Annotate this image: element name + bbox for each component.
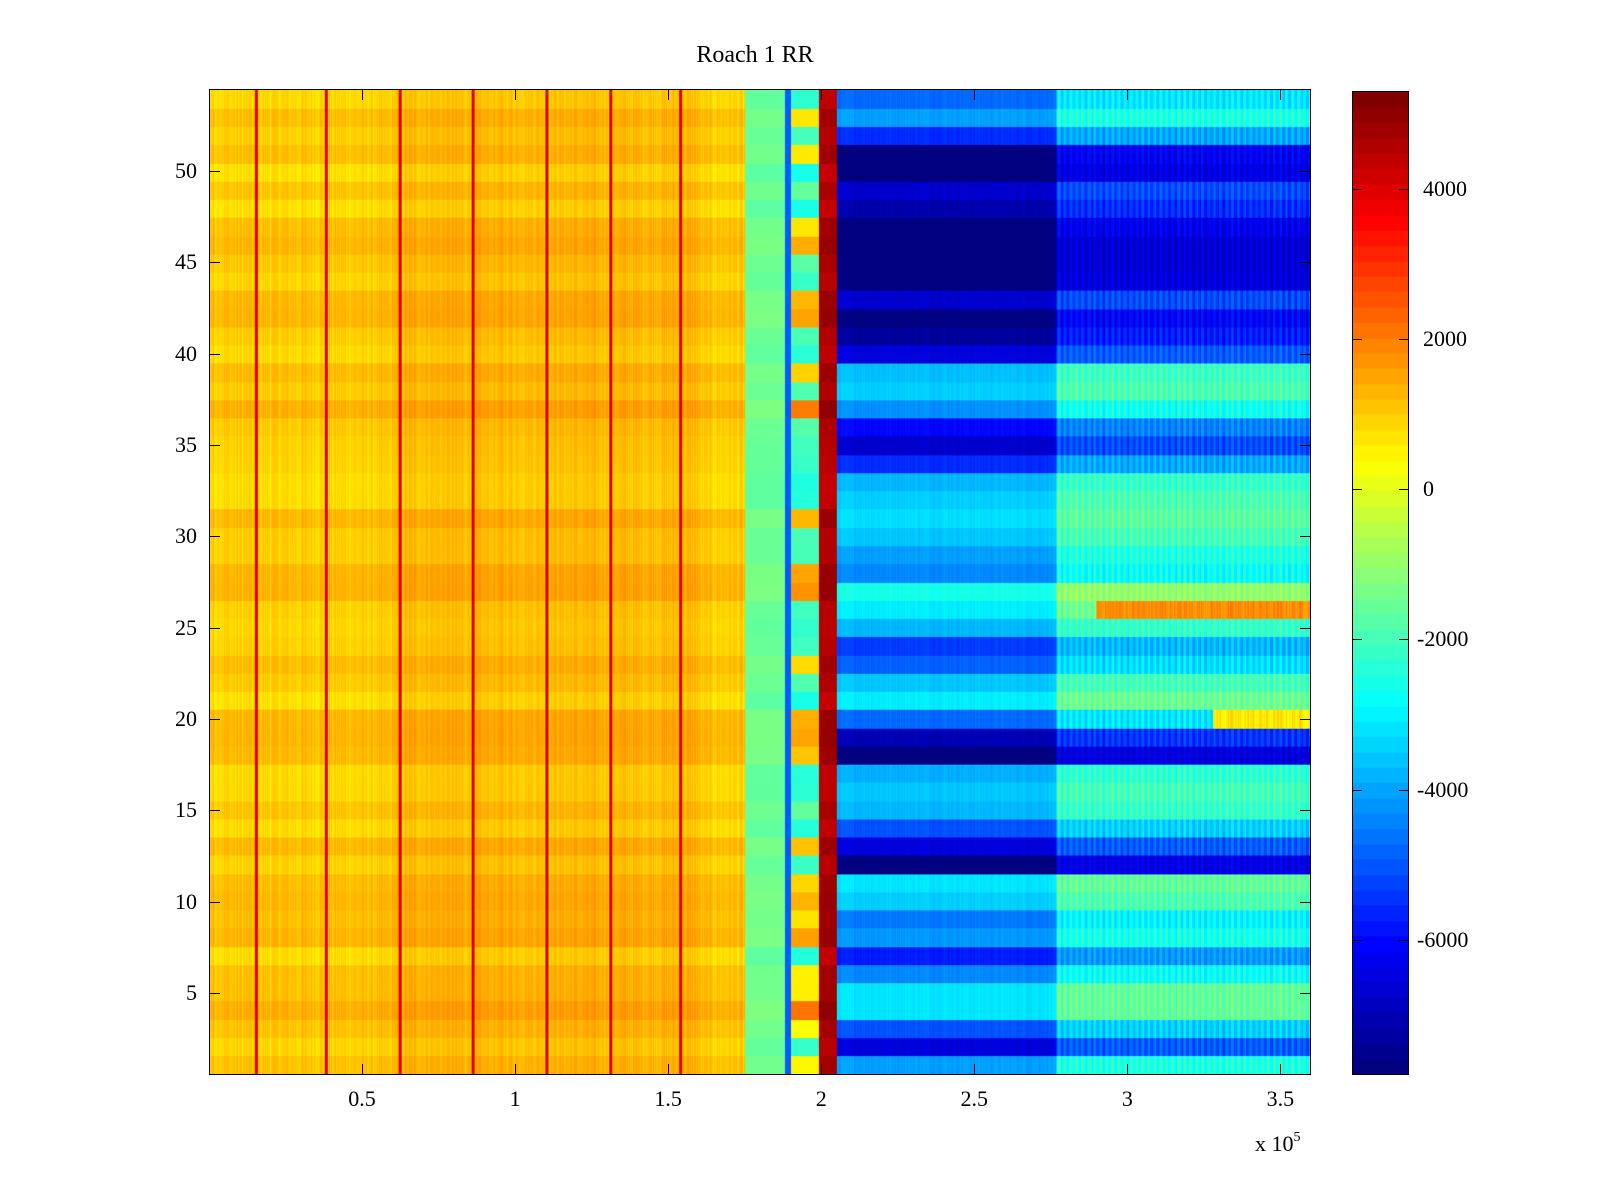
colorbar-tick-mark-left [1352,489,1362,491]
y-tick-label: 40 [175,340,197,366]
y-tick-label: 10 [175,888,197,914]
colorbar-tick-mark [1399,489,1409,491]
y-tick-label: 20 [175,705,197,731]
colorbar-tick-mark-left [1352,639,1362,641]
y-tick-mark-right [1300,353,1311,355]
colorbar-tick-mark-left [1352,188,1362,190]
colorbar-tick-label: -2000 [1417,626,1469,652]
y-tick-mark [209,810,220,812]
x-tick-label: 3 [1121,1086,1133,1111]
colorbar-tick-mark-left [1352,939,1362,941]
colorbar-tick-mark [1399,789,1409,791]
x-tick-label: 3.5 [1266,1086,1295,1111]
colorbar-tick-label: 4000 [1423,175,1467,201]
x-tick-mark-top [515,89,517,100]
x-tick-mark-top [974,89,976,100]
y-tick-mark [209,262,220,264]
x-tick-mark-top [362,89,364,100]
y-tick-mark-right [1300,718,1311,720]
x-tick-label: 2 [815,1086,827,1111]
colorbar-tick-mark [1399,338,1409,340]
y-tick-mark-right [1300,536,1311,538]
colorbar-tick-label: 2000 [1423,325,1467,351]
x-tick-mark-top [668,89,670,100]
x-axis-multiplier: x 105 [1255,1130,1301,1157]
colorbar-tick-mark [1399,639,1409,641]
colorbar-tick-mark-left [1352,789,1362,791]
y-tick-mark-right [1300,810,1311,812]
y-tick-mark [209,445,220,447]
y-tick-mark [209,901,220,903]
x-tick-mark [1127,1064,1129,1075]
x-tick-mark-top [1280,89,1282,100]
x-tick-mark [974,1064,976,1075]
y-tick-mark-right [1300,627,1311,629]
y-tick-mark-right [1300,901,1311,903]
y-tick-label: 50 [175,158,197,184]
y-tick-mark-right [1300,171,1311,173]
x-multiplier-exponent: 5 [1293,1130,1301,1145]
y-tick-mark [209,171,220,173]
y-tick-mark [209,353,220,355]
colorbar [1352,91,1409,1075]
x-tick-label: 2.5 [960,1086,989,1111]
y-tick-label: 45 [175,249,197,275]
x-tick-mark-top [1127,89,1129,100]
colorbar-tick-label: -4000 [1417,776,1469,802]
y-tick-label: 35 [175,432,197,458]
x-multiplier-base: x 10 [1255,1131,1294,1156]
y-tick-mark [209,627,220,629]
colorbar-tick-mark [1399,939,1409,941]
x-tick-mark [821,1064,823,1075]
colorbar-gradient [1353,92,1408,1074]
heatmap-image [210,90,1310,1074]
colorbar-tick-label: 0 [1423,476,1434,502]
x-tick-label: 1.5 [654,1086,682,1111]
x-tick-label: 0.5 [348,1086,376,1111]
y-tick-mark [209,992,220,994]
y-tick-mark-right [1300,992,1311,994]
y-tick-label: 15 [175,797,197,823]
colorbar-tick-mark-left [1352,338,1362,340]
x-tick-mark [362,1064,364,1075]
colorbar-tick-mark [1399,188,1409,190]
y-tick-mark [209,718,220,720]
y-tick-label: 5 [186,979,197,1005]
y-tick-label: 25 [175,614,197,640]
plot-area [209,89,1311,1075]
y-tick-mark-right [1300,445,1311,447]
x-tick-mark [668,1064,670,1075]
y-tick-mark [209,536,220,538]
y-tick-label: 30 [175,523,197,549]
chart-title: Roach 1 RR [696,42,814,68]
x-tick-mark [515,1064,517,1075]
x-tick-mark-top [821,89,823,100]
y-tick-mark-right [1300,262,1311,264]
x-tick-mark [1280,1064,1282,1075]
x-tick-label: 1 [509,1086,521,1111]
colorbar-tick-label: -6000 [1417,926,1469,952]
